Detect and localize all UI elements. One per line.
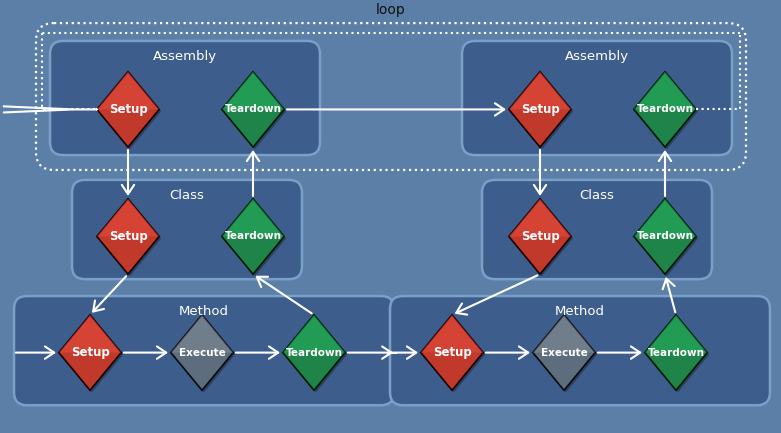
Polygon shape (634, 72, 696, 147)
FancyBboxPatch shape (14, 296, 394, 405)
Polygon shape (171, 315, 234, 352)
Polygon shape (222, 72, 284, 110)
Polygon shape (171, 315, 234, 390)
Polygon shape (421, 315, 483, 390)
Polygon shape (283, 315, 345, 352)
Polygon shape (511, 201, 573, 276)
Polygon shape (97, 72, 159, 147)
Polygon shape (59, 315, 121, 352)
Polygon shape (97, 199, 159, 274)
Text: Class: Class (169, 189, 205, 202)
Polygon shape (634, 199, 696, 236)
Polygon shape (634, 199, 696, 274)
Polygon shape (423, 317, 485, 392)
Polygon shape (509, 72, 571, 110)
Text: Teardown: Teardown (224, 232, 281, 242)
FancyBboxPatch shape (482, 180, 712, 279)
Polygon shape (511, 74, 573, 149)
Text: Teardown: Teardown (224, 104, 281, 114)
Polygon shape (636, 74, 698, 149)
Polygon shape (645, 315, 707, 390)
Text: Assembly: Assembly (153, 50, 217, 63)
Polygon shape (533, 315, 595, 390)
Text: Method: Method (555, 305, 605, 318)
Polygon shape (99, 201, 161, 276)
Text: Setup: Setup (521, 103, 559, 116)
Polygon shape (636, 201, 698, 276)
Polygon shape (645, 315, 707, 352)
Text: Method: Method (179, 305, 229, 318)
Polygon shape (222, 199, 284, 236)
Polygon shape (222, 72, 284, 147)
Text: loop: loop (376, 3, 406, 17)
Polygon shape (224, 201, 286, 276)
Text: Teardown: Teardown (286, 348, 343, 358)
Polygon shape (634, 72, 696, 110)
Polygon shape (647, 317, 709, 392)
Polygon shape (224, 74, 286, 149)
Text: Setup: Setup (109, 230, 148, 243)
Text: Teardown: Teardown (637, 104, 694, 114)
Polygon shape (509, 199, 571, 274)
Text: Execute: Execute (179, 348, 226, 358)
Polygon shape (99, 74, 161, 149)
Text: Teardown: Teardown (647, 348, 704, 358)
Text: Class: Class (580, 189, 615, 202)
FancyBboxPatch shape (462, 41, 732, 155)
FancyBboxPatch shape (50, 41, 320, 155)
Polygon shape (509, 199, 571, 236)
Text: Setup: Setup (109, 103, 148, 116)
Polygon shape (421, 315, 483, 352)
Polygon shape (283, 315, 345, 390)
Polygon shape (509, 72, 571, 147)
Polygon shape (97, 72, 159, 110)
Polygon shape (61, 317, 123, 392)
Polygon shape (533, 315, 595, 352)
FancyBboxPatch shape (390, 296, 770, 405)
Polygon shape (285, 317, 348, 392)
FancyBboxPatch shape (72, 180, 302, 279)
Polygon shape (59, 315, 121, 390)
Text: Setup: Setup (70, 346, 109, 359)
Text: Assembly: Assembly (565, 50, 629, 63)
Text: Setup: Setup (433, 346, 472, 359)
Polygon shape (97, 199, 159, 236)
Polygon shape (535, 317, 597, 392)
Polygon shape (222, 199, 284, 274)
Text: Teardown: Teardown (637, 232, 694, 242)
Text: Execute: Execute (540, 348, 587, 358)
Polygon shape (173, 317, 235, 392)
Text: Setup: Setup (521, 230, 559, 243)
